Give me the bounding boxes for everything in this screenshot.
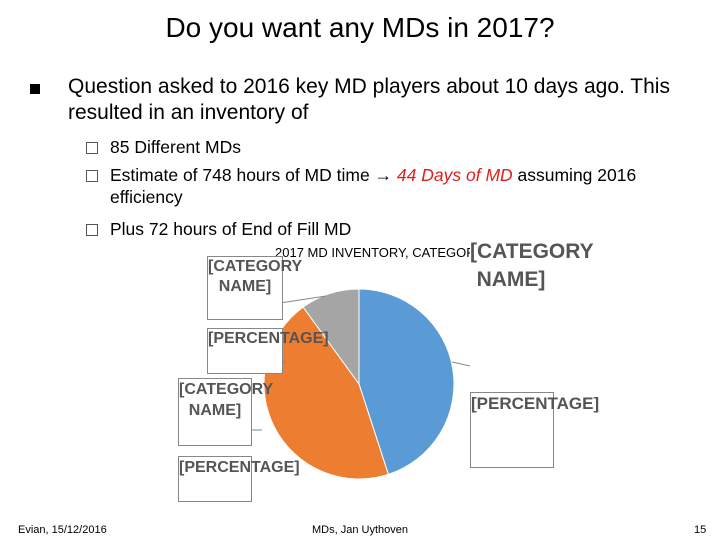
- footer-left: Evian, 15/12/2016: [18, 524, 107, 536]
- slice-percent-label: [PERCENTAGE]: [178, 456, 300, 502]
- chart-title: 2017 MD INVENTORY, CATEGORIES: [275, 245, 497, 260]
- sub-item-3: Plus 72 hours of End of Fill MD: [110, 219, 352, 239]
- checkbox-bullet-icon: [86, 170, 98, 182]
- sub-item-2-suffix: assuming 2016 efficiency: [110, 165, 637, 207]
- pie-slice-1: [358, 288, 455, 475]
- slice-percent-label: [PERCENTAGE]: [470, 392, 599, 468]
- pie-slice-3: [302, 288, 360, 386]
- footer-center: MDs, Jan Uythoven: [312, 524, 408, 536]
- slice-category-label: [CATEGORY NAME]: [207, 256, 302, 320]
- slice-percent-label: [PERCENTAGE]: [207, 328, 329, 374]
- sub-item-2: Estimate of 748 hours of MD time → 44 Da…: [110, 164, 670, 208]
- checkbox-bullet-icon: [86, 142, 98, 154]
- slice-category-label: [CATEGORY NAME]: [470, 238, 594, 384]
- checkbox-bullet-icon: [86, 224, 98, 236]
- page-number: 15: [694, 524, 707, 536]
- main-bullet: [30, 84, 40, 94]
- sub-item-2-highlight: 44 Days of MD: [396, 165, 513, 185]
- sub-item-1: 85 Different MDs: [110, 137, 241, 157]
- slide-title: Do you want any MDs in 2017?: [165, 12, 555, 43]
- main-bullet-text: Question asked to 2016 key MD players ab…: [68, 75, 670, 124]
- sub-item-2-prefix: Estimate of 748 hours of MD time →: [110, 165, 397, 185]
- leader-line: [451, 361, 471, 367]
- slice-category-label: [CATEGORY NAME]: [178, 378, 273, 446]
- leader-line: [279, 295, 327, 304]
